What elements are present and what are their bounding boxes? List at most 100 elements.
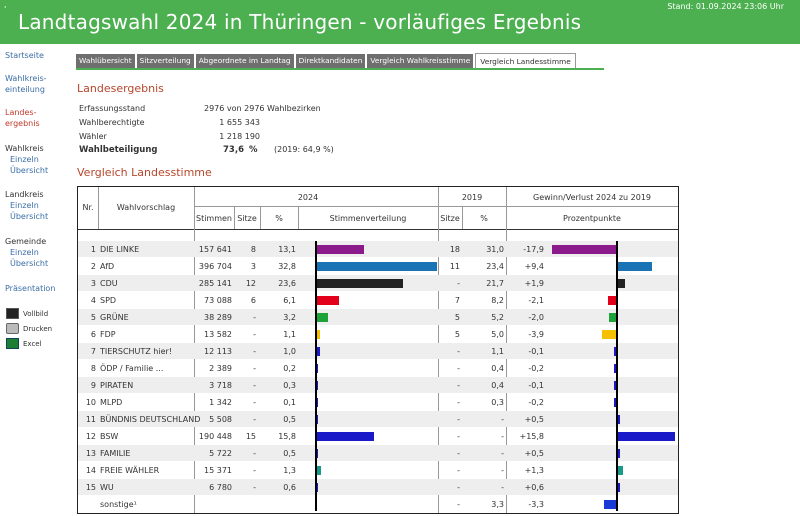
table-row: 9 PIRATEN 3 718 - 0,3 - 0,4 -0,1: [78, 377, 678, 393]
cell-sitze-2019: -: [457, 364, 460, 373]
cell-diff: -0,2: [528, 364, 544, 373]
cell-wahlvorschlag: FAMILIE: [100, 449, 131, 458]
cell-pct: 0,2: [283, 364, 296, 373]
cell-sitze-2019: -: [457, 347, 460, 356]
vergleich-table: 2024 2019 Gewinn/Verlust 2024 zu 2019 Nr…: [77, 186, 679, 514]
monitor-icon: [6, 308, 19, 319]
cell-diff: -0,2: [528, 398, 544, 407]
corner-mark: ,: [4, 0, 7, 9]
vollbild-button[interactable]: Vollbild: [6, 308, 48, 319]
cell-wahlvorschlag: BÜNDNIS DEUTSCHLAND: [100, 415, 201, 424]
cell-stimmen: 2 389: [209, 364, 232, 373]
cell-sitze-2019: -: [457, 466, 460, 475]
cell-pct: 13,1: [278, 245, 296, 254]
tab-0[interactable]: Wahlübersicht: [76, 54, 135, 68]
cell-pct: 6,1: [283, 296, 296, 305]
cell-nr: 12: [85, 432, 96, 441]
header-divider: [194, 206, 678, 207]
cell-sitze: 6: [250, 296, 256, 305]
sidebar-item-landkreis-uebersicht[interactable]: Übersicht: [10, 212, 49, 221]
cell-sitze-2019: -: [457, 381, 460, 390]
sidebar-item-gemeinde-einzeln[interactable]: Einzeln: [10, 248, 39, 257]
table-row: 7 TIERSCHUTZ hier! 12 113 - 1,0 - 1,1 -0,1: [78, 343, 678, 359]
cell-stimmen: 396 704: [198, 262, 232, 271]
cell-stimmen: 3 718: [209, 381, 232, 390]
cell-diff: -2,0: [528, 313, 544, 322]
vote-share-bar: [316, 466, 321, 475]
sidebar-item-praesentation[interactable]: Präsentation: [5, 284, 56, 293]
tab-2[interactable]: Abgeordnete im Landtag: [195, 54, 294, 68]
wahlbeteiligung-label: Wahlbeteiligung: [79, 145, 158, 155]
vote-share-bar: [316, 245, 365, 254]
col-divider: [234, 206, 235, 229]
tab-3[interactable]: Direktkandidaten: [295, 54, 366, 68]
cell-pct: 0,1: [283, 398, 296, 407]
sidebar-item-startseite[interactable]: Startseite: [5, 51, 44, 60]
cell-stimmen: 38 289: [204, 313, 232, 322]
col-divider: [298, 206, 299, 229]
diff-bar: [618, 483, 621, 492]
diff-bar: [618, 415, 620, 424]
cell-sitze: -: [253, 381, 256, 390]
wahlbeteiligung-value: 73,6: [223, 145, 244, 155]
tab-5[interactable]: Vergleich Landesstimme: [475, 53, 576, 70]
cell-pct-2019: 3,3: [491, 500, 504, 509]
header-bar: , Landtagswahl 2024 in Thüringen - vorlä…: [0, 0, 800, 44]
tab-1[interactable]: Sitzverteilung: [136, 54, 194, 68]
header-nr: Nr.: [82, 203, 94, 212]
table-row: sonstige¹ -3,3 -3,3: [78, 496, 678, 512]
cell-wahlvorschlag: MLPD: [100, 398, 123, 407]
sidebar-item-wahlkreis-uebersicht[interactable]: Übersicht: [10, 166, 49, 175]
tab-bar: Wahlübersicht Sitzverteilung Abgeordnete i…: [76, 53, 604, 70]
vote-share-bar: [316, 313, 328, 322]
drucken-button[interactable]: Drucken: [6, 323, 52, 334]
cell-nr: 14: [85, 466, 96, 475]
diff-bar: [618, 432, 675, 441]
cell-pct-2019: -: [501, 432, 504, 441]
cell-wahlvorschlag: SPD: [100, 296, 117, 305]
cell-diff: -17,9: [523, 245, 544, 254]
vote-share-bar: [316, 381, 318, 390]
cell-wahlvorschlag: CDU: [100, 279, 118, 288]
cell-diff: -3,3: [528, 500, 544, 509]
sidebar-item-gemeinde-uebersicht[interactable]: Übersicht: [10, 259, 49, 268]
vote-share-bar: [316, 296, 339, 305]
tab-4[interactable]: Vergleich Wahlkreisstimme: [367, 54, 474, 68]
cell-nr: 7: [90, 347, 96, 356]
header-stimmen: Stimmen: [195, 214, 232, 223]
table-row: 1 DIE LINKE 157 641 8 13,1 18 31,0 -17,9: [78, 241, 678, 257]
cell-pct: 23,6: [278, 279, 296, 288]
sidebar-item-landkreis-einzeln[interactable]: Einzeln: [10, 201, 39, 210]
cell-sitze-2019: -: [457, 483, 460, 492]
cell-pct-2019: 0,3: [491, 398, 504, 407]
sidebar-group-gemeinde: Gemeinde Einzeln Übersicht: [5, 237, 49, 268]
header-pct-2019: %: [480, 214, 488, 223]
sidebar-item-wahlkreis-einzeln[interactable]: Einzeln: [10, 155, 39, 164]
cell-sitze-2019: -: [457, 279, 460, 288]
sidebar-item-landesergebnis[interactable]: Landes-ergebnis: [5, 108, 40, 128]
diff-bar: [618, 449, 620, 458]
table-row: 11 BÜNDNIS DEUTSCHLAND 5 508 - 0,5 - - +0,5: [78, 411, 678, 427]
cell-sitze: -: [253, 398, 256, 407]
cell-stimmen: 5 722: [209, 449, 232, 458]
header-2024: 2024: [297, 193, 319, 202]
sidebar-item-wahlkreiseinteilung[interactable]: Wahlkreis-einteilung: [5, 74, 47, 94]
cell-stimmen: 5 508: [209, 415, 232, 424]
cell-pct: 0,6: [283, 483, 296, 492]
vote-share-bar: [316, 483, 319, 492]
col-divider: [260, 206, 261, 229]
excel-button[interactable]: Excel: [6, 338, 42, 349]
cell-pct-2019: 8,2: [491, 296, 504, 305]
cell-sitze: -: [253, 483, 256, 492]
sidebar-group-landkreis: Landkreis Einzeln Übersicht: [5, 190, 49, 221]
cell-diff: +1,3: [524, 466, 544, 475]
cell-sitze: 8: [250, 245, 256, 254]
cell-pct-2019: 1,1: [491, 347, 504, 356]
page-title: Landtagswahl 2024 in Thüringen - vorläuf…: [18, 10, 582, 34]
vote-share-bar: [316, 415, 318, 424]
diff-bar: [618, 279, 625, 288]
wahlberechtigte-label: Wahlberechtigte: [79, 118, 145, 127]
header-pct: %: [275, 214, 283, 223]
cell-sitze-2019: -: [457, 398, 460, 407]
cell-sitze-2019: 7: [454, 296, 460, 305]
